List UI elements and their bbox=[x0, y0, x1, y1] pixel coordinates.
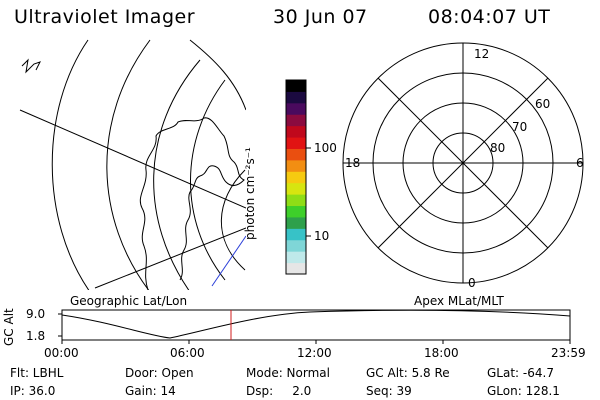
coastline-fragment bbox=[21, 58, 41, 74]
filter-value: Flt: LBHL bbox=[10, 366, 64, 380]
coastline bbox=[139, 117, 245, 290]
colorbar-cell bbox=[286, 205, 306, 218]
colorbar-cell bbox=[286, 102, 306, 115]
lat-arc-3 bbox=[153, 59, 201, 290]
timeline-ylabel: GC Alt bbox=[2, 308, 16, 346]
date-label: 30 Jun 07 bbox=[273, 6, 368, 28]
meridian-2 bbox=[94, 227, 246, 289]
colorbar-cell bbox=[286, 228, 306, 241]
polar-diagonal-2 bbox=[377, 77, 549, 249]
dsp-value: Dsp: 2.0 bbox=[246, 384, 312, 398]
colorbar-unit-label: photon cm⁻²s⁻¹ bbox=[243, 147, 257, 240]
colorbar-cell bbox=[286, 216, 306, 229]
gc-altitude: GC Alt: 5.8 Re bbox=[366, 366, 450, 380]
colorbar bbox=[285, 79, 311, 275]
lat-label-60: 60 bbox=[535, 97, 551, 111]
timeline-ytick-9: 9.0 bbox=[26, 307, 46, 321]
colorbar-cell bbox=[286, 91, 306, 104]
lat-label-80: 80 bbox=[490, 141, 506, 155]
door-status: Door: Open bbox=[125, 366, 194, 380]
colorbar-cell bbox=[286, 194, 306, 207]
colorbar-cell bbox=[286, 239, 306, 252]
lat-arc-5 bbox=[220, 169, 246, 271]
lat-arc-2 bbox=[106, 39, 151, 290]
colorbar-label-10: 10 bbox=[314, 229, 330, 243]
sequence-value: Seq: 39 bbox=[366, 384, 412, 398]
lat-arc-1 bbox=[51, 39, 90, 290]
geo-longitude: GLon: 128.1 bbox=[487, 384, 560, 398]
apex-panel-label: Apex MLat/MLT bbox=[414, 294, 504, 308]
geographic-map bbox=[19, 39, 246, 290]
terminator-line bbox=[211, 235, 246, 287]
timeline-frame bbox=[61, 309, 571, 341]
colorbar-cell bbox=[286, 251, 306, 264]
timeline-xtick-0000: 00:00 bbox=[44, 346, 79, 360]
colorbar-cell bbox=[286, 80, 306, 92]
mode-status: Mode: Normal bbox=[246, 366, 330, 380]
colorbar-cell bbox=[286, 148, 306, 161]
lat-arc-4 bbox=[190, 79, 226, 281]
geo-latitude: GLat: -64.7 bbox=[487, 366, 554, 380]
ip-value: IP: 36.0 bbox=[10, 384, 56, 398]
colorbar-cell bbox=[286, 262, 306, 275]
app-title: Ultraviolet Imager bbox=[14, 6, 196, 28]
timeline-xtick-2359: 23:59 bbox=[551, 346, 586, 360]
colorbar-frame bbox=[285, 79, 307, 275]
altitude-curve bbox=[61, 309, 571, 339]
colorbar-cell bbox=[286, 125, 306, 138]
timeline-xtick-1200: 12:00 bbox=[297, 346, 332, 360]
polar-plot bbox=[342, 42, 584, 284]
mlt-label-0: 0 bbox=[468, 276, 476, 290]
colorbar-cell bbox=[286, 159, 306, 172]
colorbar-cell bbox=[286, 182, 306, 195]
mlt-label-12: 12 bbox=[474, 47, 490, 61]
timeline-ytick-1-8: 1.8 bbox=[26, 329, 46, 343]
timeline-plot bbox=[58, 309, 571, 344]
timeline-xtick-1800: 18:00 bbox=[424, 346, 459, 360]
colorbar-label-100: 100 bbox=[314, 141, 337, 155]
mlt-label-18: 18 bbox=[345, 156, 361, 170]
timeline-xtick-0600: 06:00 bbox=[170, 346, 205, 360]
colorbar-cell bbox=[286, 171, 306, 184]
colorbar-cell bbox=[286, 114, 306, 127]
meridian-1 bbox=[19, 109, 246, 209]
time-label: 08:04:07 UT bbox=[428, 6, 551, 28]
lat-arc-6 bbox=[189, 39, 246, 111]
gain-value: Gain: 14 bbox=[125, 384, 176, 398]
colorbar-cell bbox=[286, 137, 306, 149]
lat-label-70: 70 bbox=[512, 120, 528, 134]
mlt-label-6: 6 bbox=[576, 156, 584, 170]
geographic-panel-label: Geographic Lat/Lon bbox=[70, 294, 188, 308]
